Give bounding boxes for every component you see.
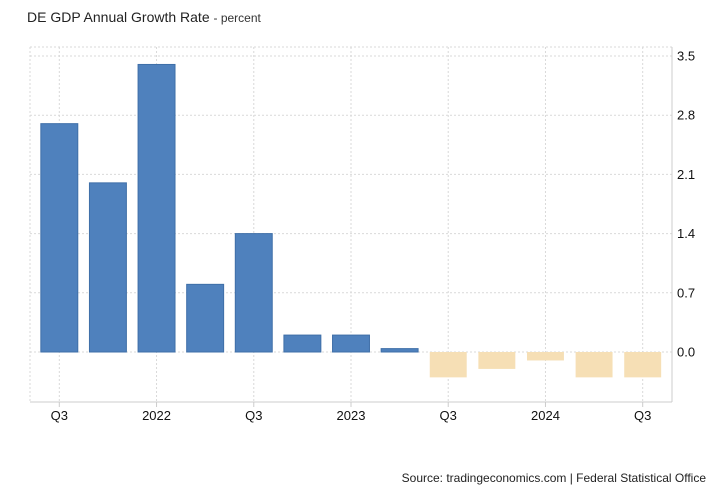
x-tick-label: 2024 [531,408,560,423]
x-tick-label: Q3 [440,408,457,423]
x-tick-label: Q3 [51,408,68,423]
x-tick-label: 2023 [337,408,366,423]
bar-3[interactable] [137,63,176,353]
axes: 0.0 0.7 1.4 2.1 2.8 3.5 Q3 2022 Q3 2023 Q3 2024 Q3 [30,47,695,423]
bar-13[interactable] [624,352,662,378]
bar-4[interactable] [186,283,225,353]
source-note: Source: tradingeconomics.com | Federal S… [401,471,706,485]
chart-title: DE GDP Annual Growth Rate - percent [27,9,261,25]
bar-6[interactable] [283,334,322,353]
chart-title-unit: - percent [213,11,261,25]
bar-5[interactable] [234,233,273,353]
y-tick-label: 3.5 [677,49,695,64]
bar-9[interactable] [429,352,467,378]
bar-1[interactable] [40,123,79,353]
y-tick-label: 1.4 [677,226,695,241]
y-tick-label: 0.7 [677,285,695,300]
bars [40,63,662,378]
bar-8[interactable] [380,348,419,353]
y-tick-label: 0.0 [677,345,695,360]
bar-2[interactable] [88,182,127,353]
bar-10[interactable] [478,352,516,369]
x-tick-label: Q3 [245,408,262,423]
x-tick-label: Q3 [634,408,651,423]
chart-title-main: DE GDP Annual Growth Rate [27,9,210,25]
bar-12[interactable] [575,352,613,378]
x-tick-label: 2022 [142,408,171,423]
y-tick-label: 2.1 [677,167,695,182]
y-tick-label: 2.8 [677,108,695,123]
bar-7[interactable] [332,334,370,353]
bar-11[interactable] [526,352,564,361]
